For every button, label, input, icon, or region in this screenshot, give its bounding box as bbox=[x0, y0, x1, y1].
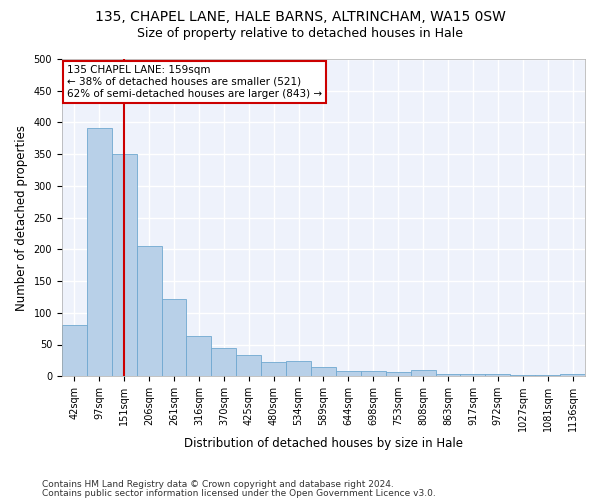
Text: 135, CHAPEL LANE, HALE BARNS, ALTRINCHAM, WA15 0SW: 135, CHAPEL LANE, HALE BARNS, ALTRINCHAM… bbox=[95, 10, 505, 24]
Text: Contains HM Land Registry data © Crown copyright and database right 2024.: Contains HM Land Registry data © Crown c… bbox=[42, 480, 394, 489]
Text: 135 CHAPEL LANE: 159sqm
← 38% of detached houses are smaller (521)
62% of semi-d: 135 CHAPEL LANE: 159sqm ← 38% of detache… bbox=[67, 66, 322, 98]
Bar bbox=[386, 372, 410, 376]
Text: Size of property relative to detached houses in Hale: Size of property relative to detached ho… bbox=[137, 28, 463, 40]
Bar bbox=[311, 368, 336, 376]
Bar bbox=[62, 326, 87, 376]
Bar bbox=[161, 299, 187, 376]
Bar bbox=[112, 154, 137, 376]
Bar bbox=[261, 362, 286, 376]
Bar bbox=[87, 128, 112, 376]
Text: Contains public sector information licensed under the Open Government Licence v3: Contains public sector information licen… bbox=[42, 488, 436, 498]
Bar bbox=[410, 370, 436, 376]
Bar bbox=[436, 374, 460, 376]
Bar bbox=[137, 246, 161, 376]
Y-axis label: Number of detached properties: Number of detached properties bbox=[15, 124, 28, 310]
X-axis label: Distribution of detached houses by size in Hale: Distribution of detached houses by size … bbox=[184, 437, 463, 450]
Bar bbox=[460, 374, 485, 376]
Bar bbox=[211, 348, 236, 376]
Bar bbox=[485, 374, 510, 376]
Bar bbox=[560, 374, 585, 376]
Bar bbox=[510, 375, 535, 376]
Bar bbox=[236, 356, 261, 376]
Bar bbox=[336, 370, 361, 376]
Bar bbox=[361, 370, 386, 376]
Bar bbox=[286, 361, 311, 376]
Bar bbox=[187, 336, 211, 376]
Bar bbox=[535, 375, 560, 376]
